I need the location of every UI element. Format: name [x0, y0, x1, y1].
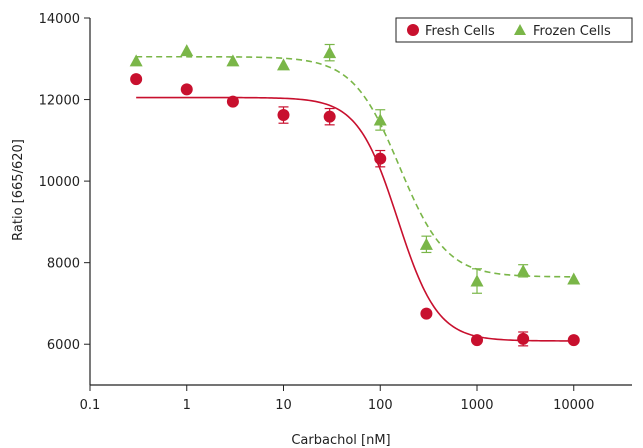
legend-box	[395, 17, 633, 43]
fresh-cells-point	[226, 95, 239, 108]
axes	[89, 18, 632, 386]
y-tick-label: 10000	[39, 175, 80, 190]
legend-fresh-cells-marker	[407, 24, 419, 36]
x-tick-label: 10000	[553, 398, 594, 413]
fit-curves	[136, 55, 574, 342]
ticks: 0.1 1 10 100 1000 10000 6000 8000 10000 12000 1400…	[39, 12, 595, 413]
data-points	[129, 43, 581, 347]
y-tick-label: 12000	[39, 94, 80, 109]
frozen-cells-point	[373, 113, 387, 126]
frozen-cells-point	[277, 58, 291, 71]
frozen-cells-point	[516, 264, 530, 277]
frozen-cells-point	[226, 54, 240, 67]
x-axis-title: Carbachol [nM]	[291, 433, 390, 448]
x-tick-label: 10	[275, 398, 292, 413]
fresh-cells-point	[374, 152, 387, 165]
legend-fresh-cells-label: Fresh Cells	[425, 24, 495, 39]
y-axis-title: Ratio [665/620]	[11, 139, 26, 241]
legend-frozen-cells-marker	[514, 24, 526, 35]
x-tick-label: 0.1	[80, 398, 101, 413]
y-tick-label: 14000	[39, 12, 80, 27]
fresh-cells-point	[130, 73, 143, 86]
fresh-cells-point	[180, 83, 193, 96]
frozen-cells-point	[180, 44, 194, 57]
fresh-cells-point	[420, 307, 433, 320]
fresh-cells-point	[277, 109, 290, 122]
x-tick-label: 100	[368, 398, 393, 413]
fresh-cells-point	[323, 110, 336, 123]
fresh-cells-point	[517, 332, 530, 345]
frozen-cells-point	[470, 274, 484, 287]
fit-curve-fresh-cells	[136, 96, 574, 342]
x-tick-label: 1000	[460, 398, 493, 413]
legend-frozen-cells-label: Frozen Cells	[533, 24, 611, 39]
y-tick-label: 6000	[47, 338, 80, 353]
frozen-cells-point	[567, 272, 581, 285]
x-tick-label: 1	[183, 398, 191, 413]
fresh-cells-point	[567, 334, 580, 347]
legend: Fresh Cells Frozen Cells	[395, 17, 633, 43]
frozen-cells-point	[419, 237, 433, 250]
fresh-cells-point	[471, 334, 484, 347]
frozen-cells-point	[323, 46, 337, 59]
frozen-cells-point	[129, 54, 143, 67]
fit-curve-frozen-cells	[136, 55, 574, 278]
y-tick-label: 8000	[47, 257, 80, 272]
